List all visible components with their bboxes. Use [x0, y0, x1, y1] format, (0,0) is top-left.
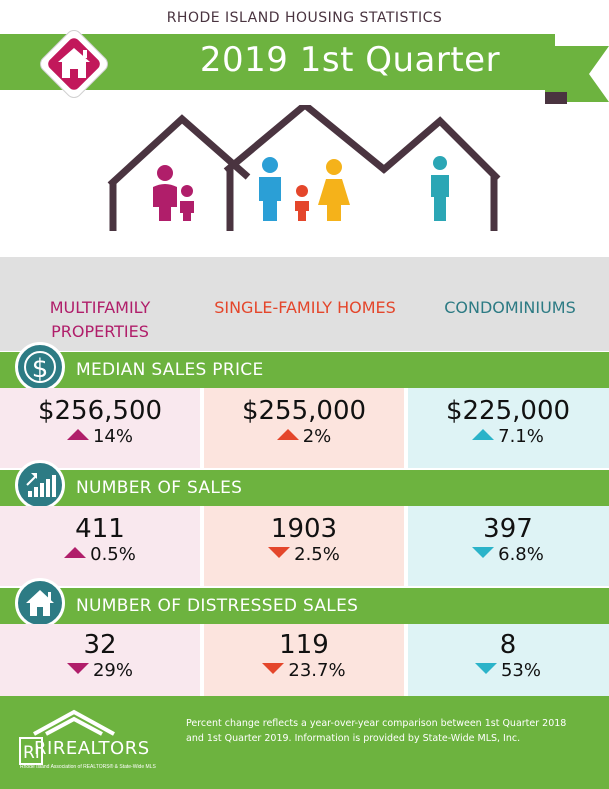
- value: 1903: [270, 514, 338, 544]
- svg-text:$: $: [32, 354, 49, 384]
- down-arrow-icon: [472, 547, 495, 558]
- svg-text:RI: RI: [23, 743, 40, 763]
- down-arrow-icon: [474, 663, 497, 674]
- change: 7.1%: [498, 426, 544, 447]
- median-price-single-family: $255,000 2%: [204, 396, 404, 448]
- cell-bg: [408, 388, 609, 468]
- category-header-band: [0, 257, 609, 351]
- change: 2.5%: [294, 544, 340, 565]
- value: 119: [279, 630, 329, 660]
- change: 23.7%: [288, 660, 346, 681]
- section-label: NUMBER OF SALES: [76, 478, 243, 498]
- realtors-logo: RI: [19, 709, 115, 765]
- page-title: 2019 1st Quarter: [199, 40, 501, 80]
- banner-tail: [545, 46, 609, 104]
- section-label: MEDIAN SALES PRICE: [76, 360, 264, 380]
- down-arrow-icon: [268, 547, 291, 558]
- footer: RI RIREALTORS Rhode Island Association o…: [0, 696, 609, 789]
- cell-bg: [0, 624, 200, 696]
- family-houses-illustration: [107, 105, 501, 231]
- house-icon: [15, 578, 65, 628]
- sales-condominiums: 397 6.8%: [408, 514, 608, 566]
- up-arrow-icon: [276, 429, 299, 440]
- up-arrow-icon: [472, 429, 495, 440]
- category-single-family: SINGLE-FAMILY HOMES: [214, 298, 396, 317]
- change: 29%: [92, 660, 133, 681]
- distressed-multifamily: 32 29%: [0, 630, 200, 682]
- change: 2%: [302, 426, 332, 447]
- home-icon: [40, 30, 108, 98]
- cell-bg: [204, 624, 404, 696]
- cell-bg: [408, 506, 609, 586]
- value: 8: [499, 630, 517, 660]
- median-price-condominiums: $225,000 7.1%: [408, 396, 608, 448]
- change: 0.5%: [90, 544, 136, 565]
- down-arrow-icon: [262, 663, 285, 674]
- distressed-single-family: 119 23.7%: [204, 630, 404, 682]
- footer-note: Percent change reflects a year-over-year…: [186, 718, 567, 744]
- value: 397: [483, 514, 533, 544]
- up-arrow-icon: [64, 547, 87, 558]
- sales-single-family: 1903 2.5%: [204, 514, 404, 566]
- realtors-logo-text: RIREALTORS: [34, 738, 150, 759]
- change: 53%: [500, 660, 541, 681]
- cell-bg: [0, 388, 200, 468]
- distressed-condominiums: 8 53%: [408, 630, 608, 682]
- down-arrow-icon: [66, 663, 89, 674]
- bar-chart-icon: [15, 460, 65, 510]
- section-median-sales-price: $ MEDIAN SALES PRICE: [0, 342, 609, 392]
- cell-bg: [204, 506, 404, 586]
- up-arrow-icon: [66, 429, 89, 440]
- median-price-multifamily: $256,500 14%: [0, 396, 200, 448]
- change: 6.8%: [498, 544, 544, 565]
- title-banner: 2019 1st Quarter: [0, 26, 609, 106]
- category-condominiums: CONDOMINIUMS: [444, 298, 576, 317]
- value: $225,000: [445, 396, 571, 426]
- section-distressed-sales: NUMBER OF DISTRESSED SALES: [0, 578, 609, 628]
- section-label: NUMBER OF DISTRESSED SALES: [76, 596, 359, 616]
- cell-bg: [0, 506, 200, 586]
- realtors-logo-subtext: Rhode Island Association of REALTORS® & …: [20, 764, 156, 770]
- change: 14%: [92, 426, 133, 447]
- cell-bg: [204, 388, 404, 468]
- supertitle: RHODE ISLAND HOUSING STATISTICS: [166, 10, 443, 26]
- category-multifamily: MULTIFAMILY PROPERTIES: [49, 298, 151, 341]
- sales-multifamily: 411 0.5%: [0, 514, 200, 566]
- value: 32: [83, 630, 117, 660]
- value: 411: [75, 514, 125, 544]
- dollar-icon: $: [15, 342, 65, 392]
- value: $256,500: [37, 396, 163, 426]
- section-number-of-sales: NUMBER OF SALES: [0, 460, 609, 510]
- cell-bg: [408, 624, 609, 696]
- value: $255,000: [241, 396, 367, 426]
